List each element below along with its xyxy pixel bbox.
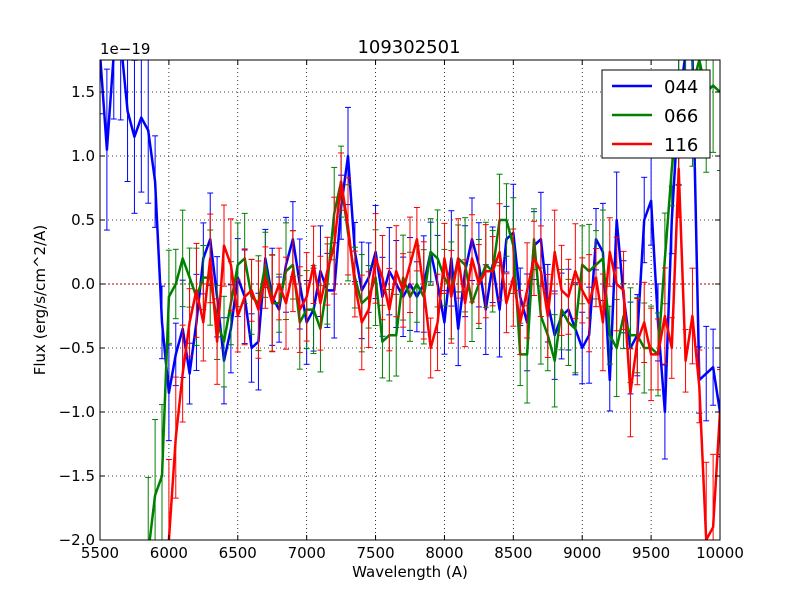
legend-label-044: 044 (664, 77, 698, 98)
y-tick-label: 0.0 (71, 275, 95, 293)
y-tick-label: −1.0 (59, 403, 95, 421)
series-line-116 (167, 167, 720, 540)
ticks: 5500 6000 6500 7000 7500 8000 8500 9000 9500 1000… (59, 60, 744, 562)
legend-label-066: 066 (664, 106, 698, 127)
x-tick-label: 8500 (494, 544, 532, 562)
x-tick-label: 8000 (425, 544, 463, 562)
x-tick-label: 5500 (81, 544, 119, 562)
legend-label-116: 116 (664, 135, 698, 156)
x-axis-label: Wavelength (A) (352, 563, 468, 581)
x-tick-label: 10000 (696, 544, 744, 562)
y-tick-label: 1.5 (71, 83, 95, 101)
y-axis-label: Flux (erg/s/cm^2/A) (31, 225, 49, 376)
y-tick-label: −2.0 (59, 531, 95, 549)
y-tick-label: −1.5 (59, 467, 95, 485)
y-tick-label: 0.5 (71, 211, 95, 229)
y-tick-label: −0.5 (59, 339, 95, 357)
axes-frame (99, 59, 721, 541)
x-tick-label: 9500 (632, 544, 670, 562)
data-layer (100, 60, 720, 540)
x-tick-label: 6000 (150, 544, 188, 562)
y-offset-label: 1e−19 (100, 40, 150, 58)
legend: 044 066 116 (601, 69, 711, 159)
x-tick-label: 9000 (563, 544, 601, 562)
chart-title: 109302501 (357, 37, 460, 58)
y-tick-label: 1.0 (71, 147, 95, 165)
series-116 (165, 119, 720, 540)
x-tick-label: 7000 (288, 544, 326, 562)
x-tick-label: 7500 (356, 544, 394, 562)
x-tick-label: 6500 (219, 544, 257, 562)
